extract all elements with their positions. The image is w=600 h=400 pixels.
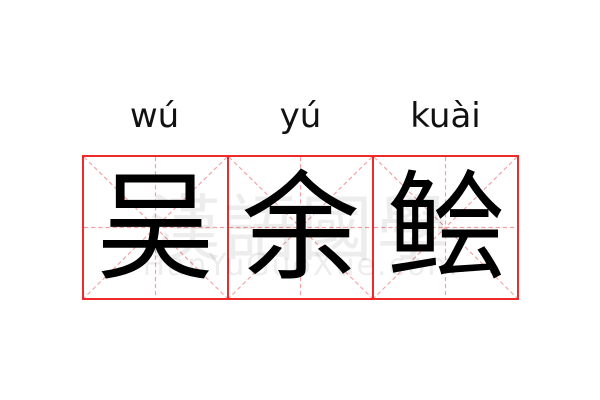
character: 余 <box>241 158 360 297</box>
character: 吴 <box>96 158 215 297</box>
char-cell-3: 鲙 <box>372 157 517 298</box>
pinyin-3: kuài <box>410 96 481 136</box>
grid-guides <box>374 157 517 298</box>
character: 鲙 <box>386 158 505 297</box>
watermark-latin: HanYuGuoXue.com <box>142 248 459 283</box>
grid-guides <box>229 157 372 298</box>
char-cell-2: 余 <box>227 157 372 298</box>
tianzige-grid: 吴 余 鲙 <box>82 155 519 300</box>
pinyin-2: yú <box>279 96 322 136</box>
char-cell-1: 吴 <box>84 157 227 298</box>
watermark-chinese: 漢語國學 <box>148 187 453 271</box>
pinyin-1: wú <box>129 96 180 136</box>
grid-guides <box>84 157 227 298</box>
